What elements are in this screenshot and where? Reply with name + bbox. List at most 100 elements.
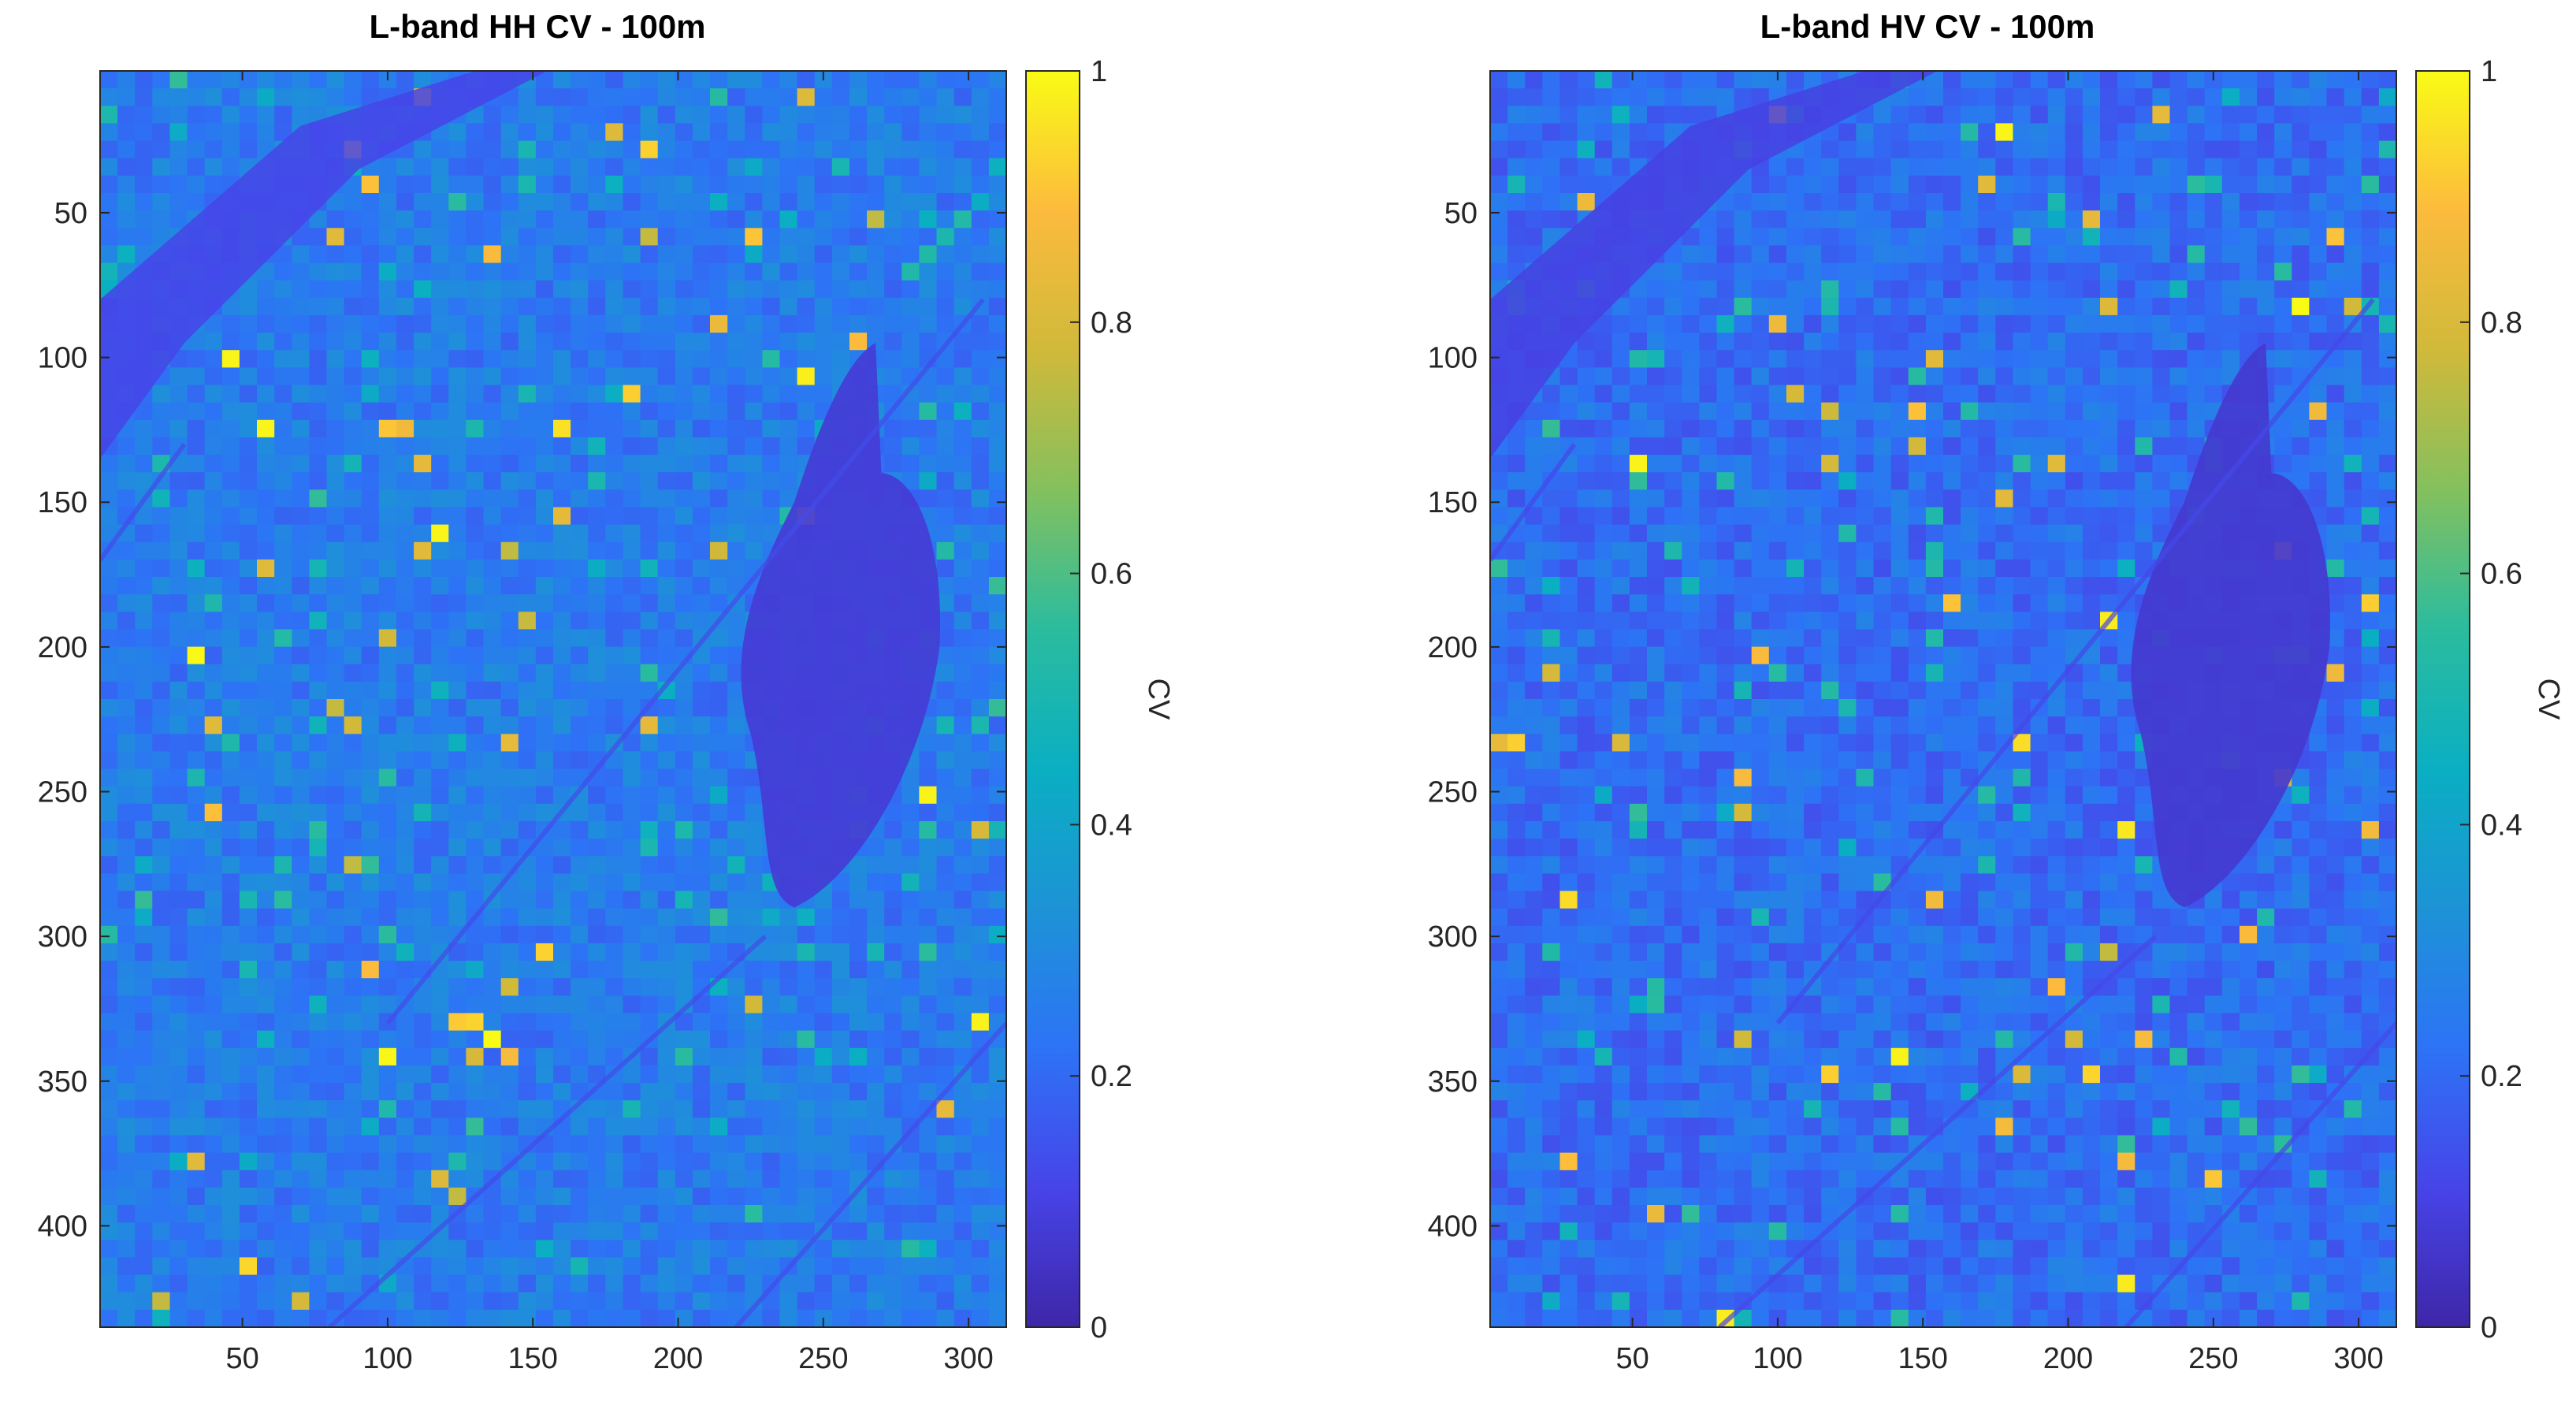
heatmap-cell xyxy=(135,455,153,473)
heatmap-cell xyxy=(640,524,659,543)
heatmap-cell xyxy=(187,629,206,648)
heatmap-cell xyxy=(936,71,955,89)
heatmap-cell xyxy=(187,1135,206,1154)
heatmap-cell xyxy=(2326,314,2345,333)
heatmap-cell xyxy=(953,1187,972,1206)
heatmap-cell xyxy=(221,734,240,752)
heatmap-cell xyxy=(901,1309,920,1327)
heatmap-cell xyxy=(239,925,258,944)
heatmap-cell xyxy=(117,1135,136,1154)
heatmap-cell xyxy=(953,402,972,421)
heatmap-cell xyxy=(2013,245,2031,264)
heatmap-cell xyxy=(710,437,728,456)
heatmap-cell xyxy=(779,961,798,979)
heatmap-cell xyxy=(204,751,223,770)
heatmap-cell xyxy=(239,856,258,874)
heatmap-cell xyxy=(2274,350,2292,368)
heatmap-cell xyxy=(2117,402,2136,421)
heatmap-cell xyxy=(448,1118,467,1136)
heatmap-cell xyxy=(344,245,362,264)
heatmap-cell xyxy=(414,455,432,473)
heatmap-cell xyxy=(692,1152,711,1171)
heatmap-cell xyxy=(2117,350,2136,368)
heatmap-cell xyxy=(884,925,902,944)
heatmap-cell xyxy=(414,594,432,612)
heatmap-cell xyxy=(762,158,781,177)
heatmap-cell xyxy=(605,419,623,438)
heatmap-cell xyxy=(292,1205,310,1223)
heatmap-cell xyxy=(762,210,781,229)
heatmap-cell xyxy=(936,873,955,892)
heatmap-cell xyxy=(483,943,502,961)
heatmap-cell xyxy=(221,629,240,648)
heatmap-cell xyxy=(1978,245,1996,264)
heatmap-cell xyxy=(2169,175,2188,194)
heatmap-cell xyxy=(605,1152,623,1171)
heatmap-cell xyxy=(274,646,292,665)
heatmap-cell xyxy=(692,908,711,927)
heatmap-cell xyxy=(675,367,693,386)
heatmap-cell xyxy=(204,1135,223,1154)
heatmap-cell xyxy=(500,1274,519,1293)
heatmap-cell xyxy=(448,873,467,892)
heatmap-cell xyxy=(518,455,537,473)
heatmap-cell xyxy=(953,1170,972,1188)
heatmap-cell xyxy=(361,280,380,299)
heatmap-cell xyxy=(535,262,554,281)
heatmap-cell xyxy=(1751,350,1770,368)
heatmap-cell xyxy=(309,1274,328,1293)
heatmap-cell xyxy=(1490,158,1508,177)
heatmap-cell xyxy=(1699,350,1718,368)
heatmap-cell xyxy=(361,367,380,386)
heatmap-cell xyxy=(309,297,328,316)
heatmap-cell xyxy=(988,541,1006,560)
heatmap-cell xyxy=(971,716,990,735)
heatmap-cell xyxy=(831,140,850,159)
heatmap-cell xyxy=(100,821,118,839)
heatmap-cell xyxy=(378,1083,397,1101)
heatmap-cell xyxy=(588,175,606,194)
heatmap-cell xyxy=(2309,158,2328,177)
heatmap-cell xyxy=(2240,193,2258,211)
heatmap-cell xyxy=(571,629,589,648)
heatmap-cell xyxy=(326,489,345,508)
heatmap-cell xyxy=(2257,175,2275,194)
heatmap-cell xyxy=(2292,71,2310,89)
heatmap-cell xyxy=(466,1205,485,1223)
heatmap-cell xyxy=(605,350,623,368)
heatmap-cell xyxy=(971,961,990,979)
heatmap-cell xyxy=(623,1292,641,1311)
heatmap-cell xyxy=(971,821,990,839)
heatmap-cell xyxy=(2257,140,2275,159)
heatmap-cell xyxy=(2100,71,2118,89)
heatmap-cell xyxy=(867,1292,885,1311)
heatmap-cell xyxy=(571,350,589,368)
heatmap-cell xyxy=(344,402,362,421)
heatmap-cell xyxy=(204,437,223,456)
heatmap-cell xyxy=(710,175,728,194)
heatmap-cell xyxy=(414,1292,432,1311)
heatmap-cell xyxy=(988,297,1006,316)
heatmap-cell xyxy=(292,262,310,281)
heatmap-cell xyxy=(571,1240,589,1258)
heatmap-cell xyxy=(204,541,223,560)
heatmap-cell xyxy=(1873,262,1892,281)
heatmap-cell xyxy=(448,1274,467,1293)
heatmap-cell xyxy=(2292,175,2310,194)
heatmap-cell xyxy=(152,803,170,822)
heatmap-cell xyxy=(309,541,328,560)
heatmap-cell xyxy=(884,873,902,892)
heatmap-cell xyxy=(623,297,641,316)
heatmap-cell xyxy=(378,961,397,979)
heatmap-cell xyxy=(1804,385,1822,404)
heatmap-cell xyxy=(100,908,118,927)
heatmap-cell xyxy=(257,385,275,404)
heatmap-cell xyxy=(919,123,938,142)
heatmap-cell xyxy=(953,925,972,944)
heatmap-cell xyxy=(414,350,432,368)
heatmap-cell xyxy=(988,419,1006,438)
heatmap-cell xyxy=(1978,71,1996,89)
heatmap-cell xyxy=(623,262,641,281)
heatmap-cell xyxy=(1577,385,1596,404)
heatmap-cell xyxy=(500,664,519,682)
